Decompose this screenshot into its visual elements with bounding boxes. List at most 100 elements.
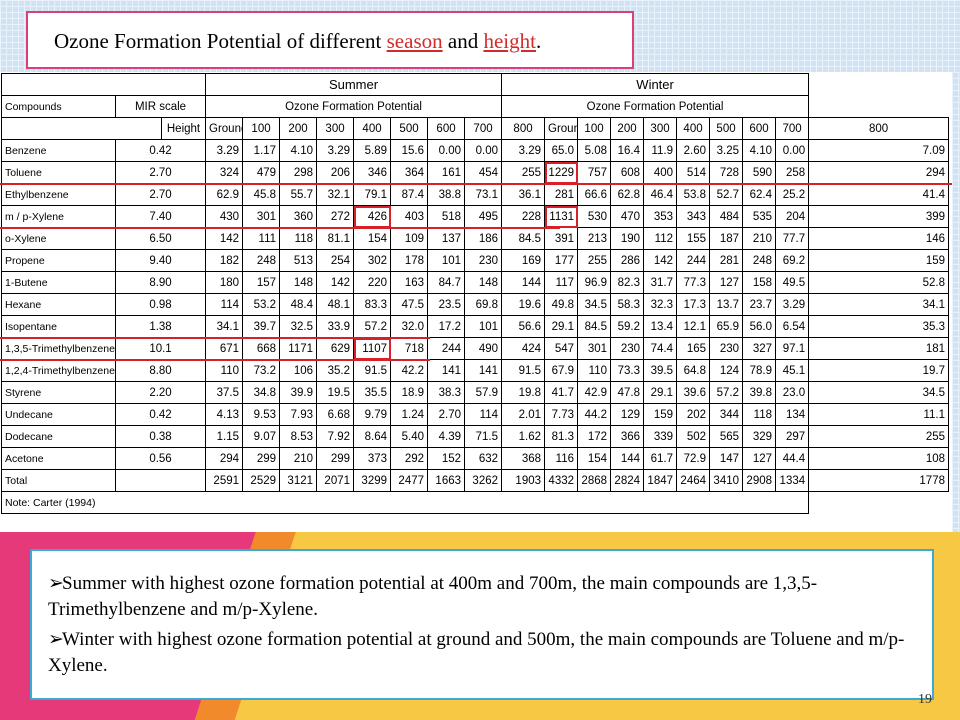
winter-value: 84.5 [577,315,612,338]
winter-value: 248 [742,249,777,272]
winter-value: 41.7 [544,381,579,404]
summer-value: 228 [501,205,546,228]
season-header-row: Summer Winter [0,73,949,96]
summer-value: 4.39 [427,425,466,448]
height-summer-2: 200 [279,117,318,140]
summer-value: 118 [279,227,318,250]
ozone-formation-potential-table: Summer Winter Compounds MIR scale Ozone Form… [0,73,949,514]
mir-value: 8.80 [114,359,207,382]
height-winter-3: 300 [643,117,678,140]
total-winter-value: 1847 [643,469,678,492]
summer-value: 144 [501,271,546,294]
winter-value: 255 [808,425,949,448]
table-row: Styrene 2.20 37.5 34.8 39.9 19.5 35.5 18.9 38.3 5… [1,381,949,404]
mir-value: 1.38 [114,315,207,338]
header-ofp-winter: Ozone Formation Potential [501,95,810,118]
table-row: Benzene 0.42 3.29 1.17 4.10 3.29 5.89 15.6 0.00 0… [1,139,949,162]
winter-value: 124 [709,359,744,382]
winter-value: 339 [643,425,678,448]
summer-value: 4.10 [279,139,318,162]
winter-value: 78.9 [742,359,777,382]
summer-value: 1171 [279,337,318,360]
table-row: 1-Butene 8.90 180 157 148 142 220 163 84.7 148 144… [1,271,949,294]
summer-value: 373 [353,447,392,470]
summer-value: 454 [464,161,503,184]
table-area: Summer Winter Compounds MIR scale Ozone Form… [0,72,952,532]
height-summer-4: 400 [353,117,392,140]
summer-value: 83.3 [353,293,392,316]
summer-value: 57.2 [353,315,392,338]
table-row: Acetone 0.56 294 299 210 299 373 292 152 632 368 11… [1,447,949,470]
winter-value: 4.10 [742,139,777,162]
winter-value: 484 [709,205,744,228]
winter-value: 2.60 [676,139,711,162]
mir-value: 0.42 [114,139,207,162]
compound-name: Hexane [1,293,116,316]
summer-value: 490 [464,337,503,360]
winter-value: 17.3 [676,293,711,316]
title-suffix: . [535,29,542,53]
winter-value: 74.4 [643,337,678,360]
summer-value: 206 [316,161,355,184]
summer-value: 671 [205,337,244,360]
total-summer-value: 3262 [464,469,503,492]
mir-value: 9.40 [114,249,207,272]
winter-value: 177 [544,249,579,272]
total-summer-value: 1663 [427,469,466,492]
winter-value: 187 [709,227,744,250]
winter-value: 110 [577,359,612,382]
table-note: Note: Carter (1994) [0,491,810,514]
summer-value: 9.07 [242,425,281,448]
height-winter-5: 500 [709,117,744,140]
winter-value: 327 [742,337,777,360]
total-summer-value: 2071 [316,469,355,492]
winter-value: 34.1 [808,293,949,316]
summer-value: 47.5 [390,293,429,316]
summer-value: 513 [279,249,318,272]
height-winter-4: 400 [676,117,711,140]
bullet-winter-text: Winter with highest ozone formation pote… [48,629,905,676]
compound-name: 1-Butene [1,271,116,294]
summer-value: 518 [427,205,466,228]
winter-value: 108 [808,447,949,470]
heights-row: HeightGround100200300400500600700800Grou… [1,117,949,140]
height-summer-8: 800 [501,117,546,140]
summer-value: 1.24 [390,403,429,426]
winter-value: 117 [544,271,579,294]
summer-value: 7.92 [316,425,355,448]
summer-value: 48.1 [316,293,355,316]
summer-value: 3.29 [501,139,546,162]
winter-value: 202 [676,403,711,426]
total-winter-value: 2824 [610,469,645,492]
height-winter-1: 100 [577,117,612,140]
mir-value: 0.98 [114,293,207,316]
summer-value: 244 [427,337,466,360]
summer-value: 424 [501,337,546,360]
winter-value: 210 [742,227,777,250]
summer-value: 32.1 [316,183,355,206]
winter-value: 53.8 [676,183,711,206]
winter-value: 728 [709,161,744,184]
summer-value: 53.2 [242,293,281,316]
winter-value: 34.5 [808,381,949,404]
summer-value: 8.64 [353,425,392,448]
height-winter-8: 800 [808,117,949,140]
summer-value: 632 [464,447,503,470]
summer-value: 7.93 [279,403,318,426]
winter-value: 5.08 [577,139,612,162]
mir-value: 2.20 [114,381,207,404]
summer-value: 0.00 [427,139,466,162]
winter-value: 57.2 [709,381,744,404]
summer-value: 2.01 [501,403,546,426]
compound-name: Undecane [1,403,116,426]
compound-name: Ethylbenzene [1,183,116,206]
summer-value: 154 [353,227,392,250]
summer-value: 38.3 [427,381,466,404]
winter-value: 13.7 [709,293,744,316]
header-compounds: Compounds [1,95,116,118]
summer-value: 39.7 [242,315,281,338]
total-winter-value: 4332 [544,469,579,492]
summer-value: 346 [353,161,392,184]
summer-value: 180 [205,271,244,294]
summer-value: 79.1 [353,183,392,206]
